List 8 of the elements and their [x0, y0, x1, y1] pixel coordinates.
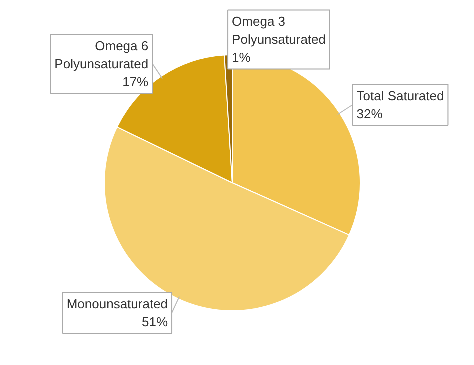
data-label: 1% [232, 50, 252, 66]
slice-label: Omega 6 Polyunsaturated [54, 38, 149, 72]
slice-label: Omega 3 Polyunsaturated [232, 14, 326, 48]
data-label: 51% [142, 314, 168, 330]
slice-label: Monounsaturated [66, 296, 168, 312]
data-label: 17% [122, 74, 150, 90]
data-label: 32% [356, 106, 384, 122]
slice-label: Total Saturated [356, 88, 444, 104]
